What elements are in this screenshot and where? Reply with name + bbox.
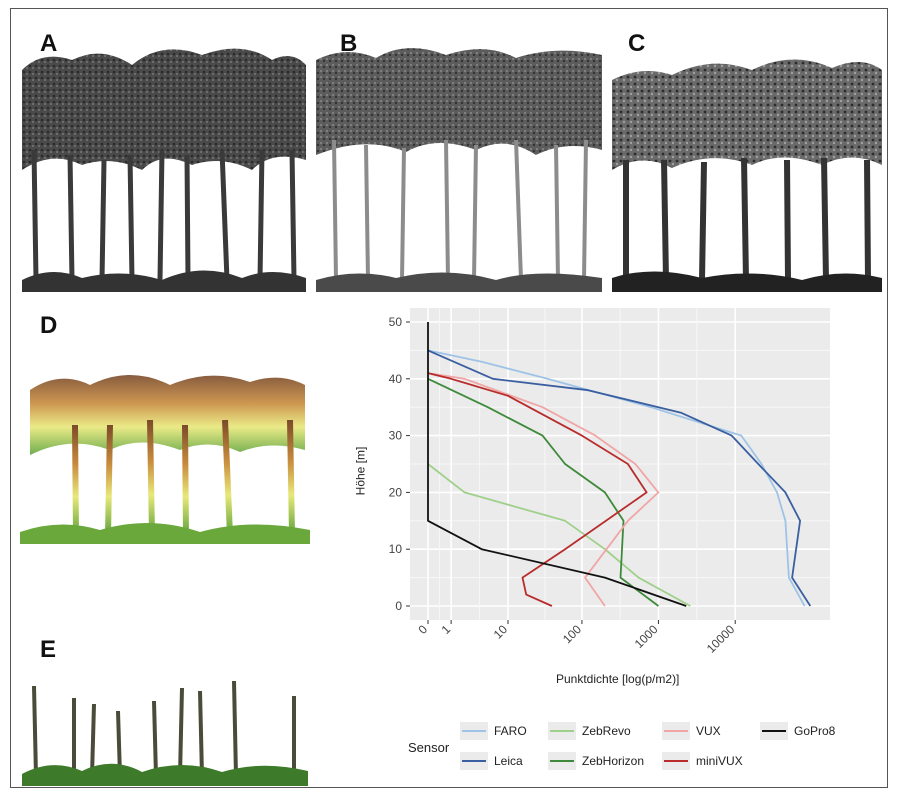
point-cloud-c (612, 59, 882, 292)
legend-label: ZebHorizon (582, 754, 645, 768)
series-line-gopro8 (427, 322, 687, 607)
y-tick-label: 30 (389, 429, 403, 443)
legend-key (460, 722, 488, 740)
legend-label: Leica (494, 754, 523, 768)
series-line-leica (427, 349, 812, 607)
legend-title: Sensor (408, 740, 450, 755)
legend-item-zebrevo: ZebRevo (548, 722, 631, 740)
legend-item-gopro8: GoPro8 (760, 722, 835, 740)
legend-label: GoPro8 (794, 724, 836, 738)
legend-key (460, 752, 488, 770)
series-line-minivux (427, 372, 648, 607)
series-line-vux (427, 372, 660, 607)
point-cloud-d (20, 375, 310, 544)
panel-label-a: A (40, 30, 58, 57)
legend-key (760, 722, 788, 740)
panel-label-d: D (40, 312, 58, 339)
series-line-faro (427, 349, 806, 607)
legend-item-leica: Leica (460, 752, 523, 770)
y-axis-label: Höhe [m] (353, 446, 368, 496)
panel-label-e: E (40, 636, 57, 663)
x-tick-label: 1 (439, 622, 454, 637)
series-lines (427, 322, 812, 607)
y-tick-label: 40 (389, 372, 403, 386)
legend-item-zebhorizon: ZebHorizon (548, 752, 644, 770)
x-tick-label: 0 (415, 622, 430, 637)
legend-key (548, 752, 576, 770)
x-axis-ticks: 0 1 10 100 1000 10000 (415, 620, 738, 656)
legend-item-vux: VUX (662, 722, 721, 740)
point-cloud-a (22, 48, 306, 292)
y-tick-label: 10 (389, 542, 403, 556)
x-tick-label: 100 (560, 622, 584, 646)
point-cloud-b (316, 48, 602, 292)
x-tick-label: 10 (491, 622, 511, 642)
legend-key (548, 722, 576, 740)
x-axis-label: Punktdichte [log(p/m2)] (556, 672, 680, 686)
legend-item-minivux: miniVUX (662, 752, 743, 770)
legend-label: ZebRevo (582, 724, 631, 738)
y-tick-label: 20 (389, 485, 403, 499)
legend-label: VUX (696, 724, 721, 738)
legend-label: FARO (494, 724, 527, 738)
x-tick-label: 10000 (704, 622, 738, 656)
point-cloud-e (22, 680, 308, 786)
series-line-zebhorizon (427, 377, 659, 607)
legend-key (662, 752, 690, 770)
x-tick-label: 1000 (632, 622, 661, 651)
legend-key (662, 722, 690, 740)
figure-frame (10, 8, 888, 788)
y-tick-label: 50 (389, 315, 403, 329)
panel-label-b: B (340, 30, 358, 57)
panel-label-c: C (628, 30, 646, 57)
legend-label: miniVUX (696, 754, 743, 768)
y-tick-label: 0 (395, 599, 402, 613)
legend-item-faro: FARO (460, 722, 527, 740)
y-axis-ticks: 0 10 20 30 40 50 (389, 315, 410, 613)
